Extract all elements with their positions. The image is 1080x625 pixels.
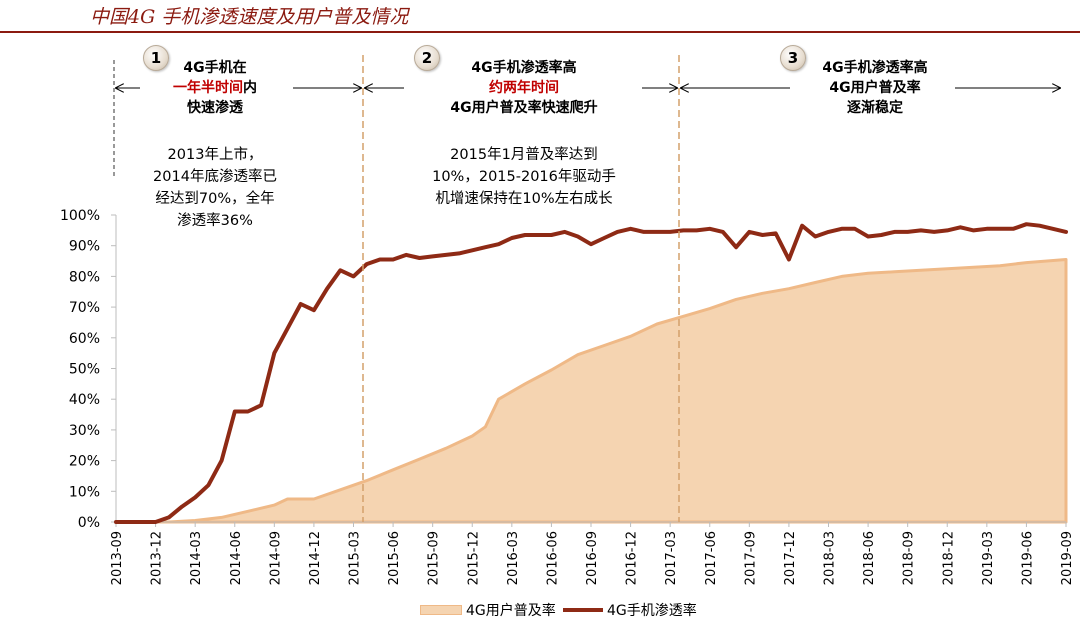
- phase-note-line: 10%，2015-2016年驱动手: [432, 169, 616, 185]
- x-tick-label: 2014-12: [308, 531, 323, 585]
- penetration-line: [114, 222, 1068, 524]
- legend-item-penetration: 4G手机渗透率: [563, 600, 697, 620]
- x-tick-label: 2019-03: [981, 531, 996, 585]
- phase-title-text: 4G手机渗透率高: [822, 60, 928, 76]
- x-tick-label: 2015-12: [466, 531, 481, 585]
- phase-title-line: 约两年时间: [404, 78, 644, 98]
- x-tick-label: 2016-06: [545, 531, 560, 585]
- y-tick-label: 50%: [69, 362, 100, 378]
- x-tick-label: 2017-06: [704, 531, 719, 585]
- x-tick-label: 2016-12: [625, 531, 640, 585]
- x-tick-label: 2013-12: [150, 531, 165, 585]
- x-tick-label: 2018-03: [823, 531, 838, 585]
- phase-highlight-text: 一年半时间: [173, 80, 243, 96]
- y-tick-label: 30%: [69, 423, 100, 439]
- x-tick-label: 2019-09: [1060, 531, 1075, 585]
- x-tick-label: 2015-06: [387, 531, 402, 585]
- y-tick-label: 100%: [60, 208, 100, 224]
- phase-note: 2015年1月普及率达到 10%，2015-2016年驱动手 机增速保持在10%左右…: [404, 144, 644, 210]
- phase-number-badge: 2: [414, 45, 440, 71]
- x-tick-label: 2017-09: [743, 531, 758, 585]
- x-tick-label: 2019-06: [1020, 531, 1035, 585]
- y-tick-label: 20%: [69, 454, 100, 470]
- x-tick-label: 2015-09: [427, 531, 442, 585]
- phase-title-line: 4G用户普及率快速爬升: [404, 98, 644, 118]
- phase-title-text: 4G手机在: [183, 60, 247, 76]
- y-tick-label: 90%: [69, 239, 100, 255]
- phase-title: 4G手机在 一年半时间内 快速渗透: [140, 58, 290, 118]
- x-tick-label: 2013-09: [110, 531, 125, 585]
- legend-label-penetration: 4G手机渗透率: [607, 603, 697, 619]
- y-tick-label: 60%: [69, 331, 100, 347]
- x-tick-label: 2017-03: [664, 531, 679, 585]
- legend-swatch-area: [420, 605, 462, 615]
- phase-title-line: 4G手机渗透率高: [790, 58, 960, 78]
- phase-note-line: 2014年底渗透率已: [153, 169, 277, 185]
- phase-title-text: 4G手机渗透率高: [471, 60, 577, 76]
- y-tick-label: 70%: [69, 300, 100, 316]
- y-tick-label: 40%: [69, 392, 100, 408]
- phase-highlight-text: 约两年时间: [489, 80, 559, 96]
- phase-title-line: 4G手机渗透率高: [404, 58, 644, 78]
- phase-title: 4G手机渗透率高 约两年时间 4G用户普及率快速爬升: [404, 58, 644, 118]
- phase-note-line: 经达到70%，全年: [155, 191, 275, 207]
- page-title: 中国4G 手机渗透速度及用户普及情况: [90, 6, 409, 28]
- x-tick-label: 2018-06: [862, 531, 877, 585]
- phase-title: 4G手机渗透率高 4G用户普及率 逐渐稳定: [790, 58, 960, 118]
- phase-note-line: 机增速保持在10%左右成长: [435, 191, 613, 207]
- phase-title-text: 内: [243, 80, 257, 96]
- phase-title-line: 逐渐稳定: [790, 98, 960, 118]
- x-tick-label: 2015-03: [348, 531, 363, 585]
- phase-title-text: 4G用户普及率快速爬升: [450, 100, 598, 116]
- x-tick-label: 2016-03: [506, 531, 521, 585]
- legend-swatch-line: [563, 608, 603, 612]
- x-tick-label: 2014-03: [189, 531, 204, 585]
- legend-item-adoption: 4G用户普及率: [420, 600, 556, 620]
- phase-title-line: 快速渗透: [140, 98, 290, 118]
- x-tick-label: 2014-06: [229, 531, 244, 585]
- phase-number-badge: 1: [143, 45, 169, 71]
- y-tick-label: 0%: [78, 515, 100, 531]
- adoption-area: [114, 258, 1068, 524]
- phase-title-text: 逐渐稳定: [847, 100, 903, 116]
- y-tick-label: 10%: [69, 484, 100, 500]
- phase-note: 2013年上市， 2014年底渗透率已 经达到70%，全年 渗透率36%: [140, 144, 290, 232]
- x-tick-label: 2018-12: [941, 531, 956, 585]
- phase-note-line: 渗透率36%: [177, 213, 253, 229]
- phase-title-line: 4G手机在: [140, 58, 290, 78]
- phase-title-line: 一年半时间内: [140, 78, 290, 98]
- x-tick-label: 2014-09: [268, 531, 283, 585]
- legend: 4G用户普及率 4G手机渗透率: [0, 600, 1080, 624]
- x-tick-label: 2017-12: [783, 531, 798, 585]
- phase-note-line: 2013年上市，: [167, 147, 263, 163]
- legend-label-adoption: 4G用户普及率: [466, 603, 556, 619]
- x-tick-label: 2018-09: [902, 531, 917, 585]
- header-divider: [0, 31, 1080, 33]
- phase-note-line: 2015年1月普及率达到: [450, 147, 598, 163]
- y-tick-label: 80%: [69, 269, 100, 285]
- phase-title-line: 4G用户普及率: [790, 78, 960, 98]
- phase-number-badge: 3: [780, 45, 806, 71]
- chart: 0% 10% 20% 30% 40% 50% 60% 70% 80% 90% 100% 2013-09…: [60, 55, 1075, 585]
- x-tick-label: 2016-09: [585, 531, 600, 585]
- phase-title-text: 4G用户普及率: [829, 80, 921, 96]
- phase-title-text: 快速渗透: [187, 100, 243, 116]
